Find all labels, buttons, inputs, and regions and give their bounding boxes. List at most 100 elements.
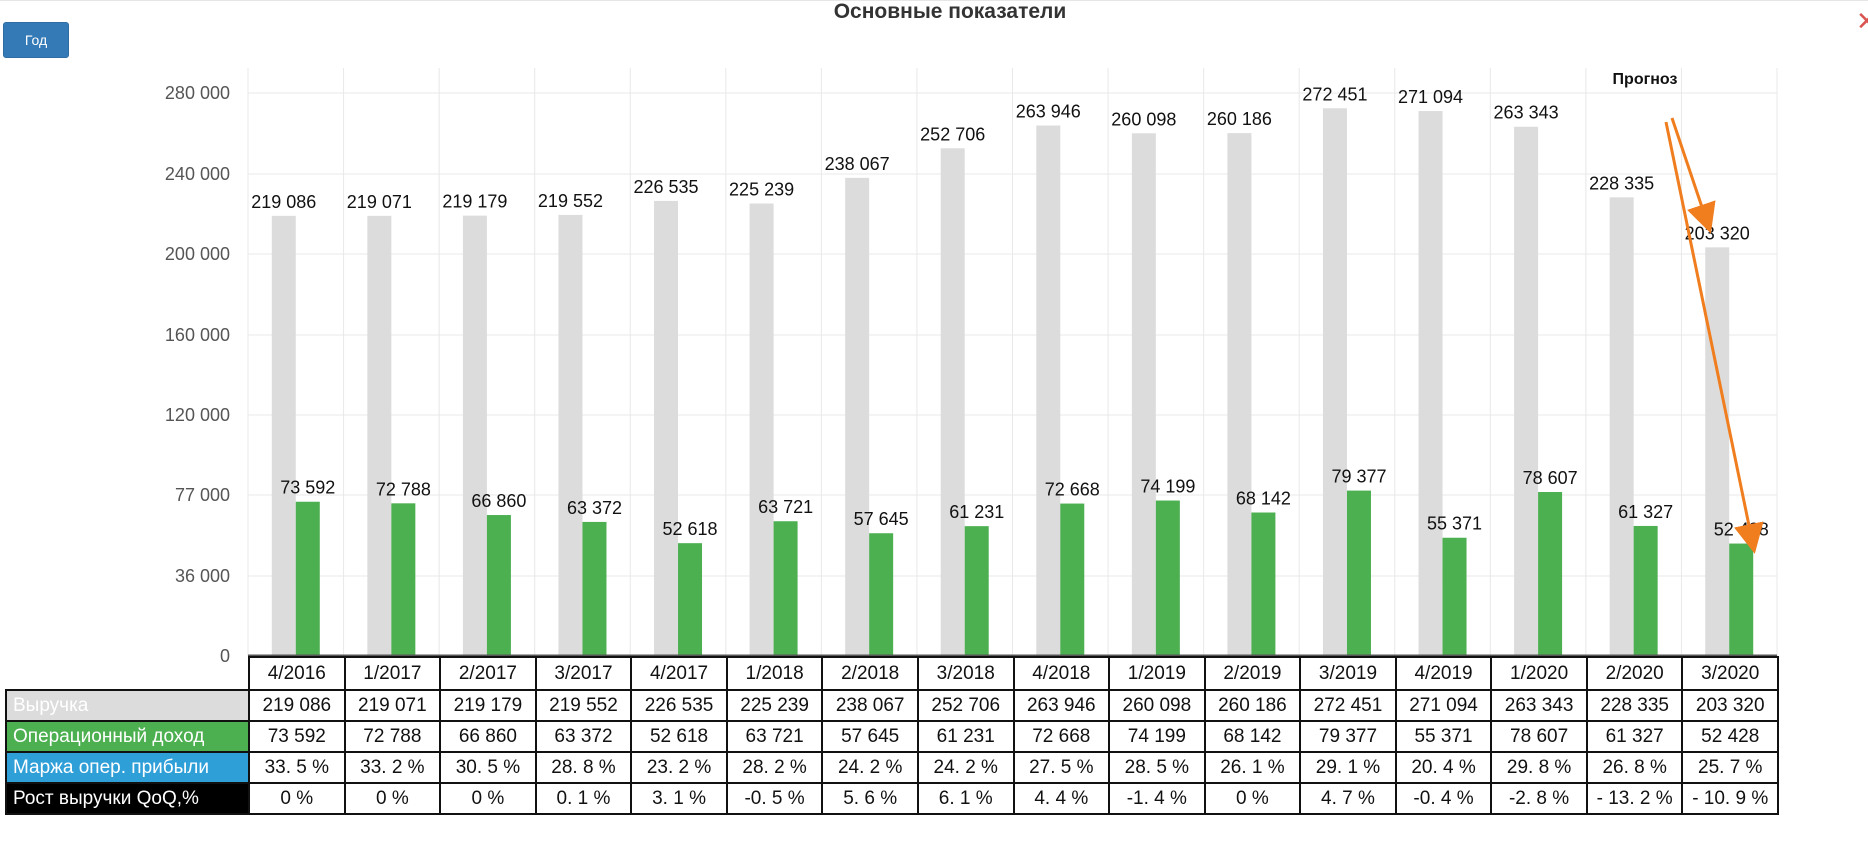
operating-income-data-label: 57 645 <box>854 509 909 529</box>
table-cell: 55 371 <box>1394 720 1493 753</box>
revenue-data-label: 203 320 <box>1685 223 1750 243</box>
table-cell: -0. 5 % <box>725 782 824 815</box>
table-cell: 26. 1 % <box>1203 751 1302 784</box>
table-cell: 0 % <box>439 782 537 815</box>
table-cell: 57 645 <box>821 720 919 753</box>
revenue-data-label: 263 343 <box>1494 103 1559 123</box>
table-cell: 74 199 <box>1108 720 1206 753</box>
revenue-bar <box>1036 125 1061 657</box>
table-cell: 28. 5 % <box>1108 751 1206 784</box>
revenue-bar <box>845 177 870 656</box>
operating-income-data-label: 66 860 <box>471 491 526 511</box>
table-cell: 33. 5 % <box>248 751 346 784</box>
row-label: Выручка <box>5 689 250 722</box>
revenue-data-label: 271 094 <box>1398 87 1463 107</box>
table-row-revenue-growth-qoq: Рост выручки QoQ,% 0 % 0 % 0 % 0. 1 % 3. 1 % -… <box>5 782 1779 815</box>
table-cell: 79 377 <box>1299 720 1397 753</box>
revenue-data-label: 260 186 <box>1207 109 1272 129</box>
operating-income-data-label: 61 231 <box>949 502 1004 522</box>
operating-income-data-label: 52 618 <box>663 519 718 539</box>
table-cell: 73 592 <box>248 720 346 753</box>
revenue-bar <box>367 215 392 656</box>
revenue-bar <box>462 215 487 656</box>
revenue-bar <box>1418 111 1443 656</box>
table-cell: 6. 1 % <box>916 782 1015 815</box>
table-cell: 4. 4 % <box>1012 782 1111 815</box>
table-cell: -1. 4 % <box>1108 782 1206 815</box>
table-cell: 30. 5 % <box>439 751 537 784</box>
table-cell: 72 788 <box>343 720 442 753</box>
revenue-bar <box>1322 108 1347 656</box>
table-cell: 29. 8 % <box>1490 751 1588 784</box>
table-cell: 219 071 <box>343 689 442 722</box>
revenue-bar <box>1131 133 1156 657</box>
x-category-label: 3/2017 <box>534 656 633 691</box>
table-cell: 219 086 <box>248 689 346 722</box>
revenue-data-label: 252 706 <box>920 124 985 144</box>
close-icon[interactable]: ✕ <box>1856 6 1868 36</box>
table-cell: 226 535 <box>630 689 728 722</box>
revenue-bar <box>1705 247 1730 657</box>
operating-income-data-label: 63 721 <box>758 497 813 517</box>
table-cell: 61 231 <box>916 720 1015 753</box>
operating-income-bar <box>391 503 416 656</box>
table-cell: 52 618 <box>630 720 728 753</box>
table-cell: 61 327 <box>1585 720 1684 753</box>
revenue-data-label: 263 946 <box>1016 102 1081 122</box>
table-cell: 3. 1 % <box>630 782 728 815</box>
forecast-arrow <box>1664 121 1764 554</box>
revenue-bar <box>558 214 583 656</box>
x-category-label: 3/2018 <box>916 656 1015 691</box>
operating-income-data-label: 78 607 <box>1523 468 1578 488</box>
x-category-label: 1/2018 <box>725 656 824 691</box>
revenue-data-label: 226 535 <box>633 177 698 197</box>
operating-income-bar <box>486 515 511 656</box>
revenue-data-label: 225 239 <box>729 180 794 200</box>
revenue-data-label: 219 071 <box>347 192 412 212</box>
table-cell: 52 428 <box>1681 720 1779 753</box>
operating-income-data-label: 52 428 <box>1714 520 1769 540</box>
revenue-bar <box>940 148 965 656</box>
x-category-label: 4/2017 <box>630 656 728 691</box>
operating-income-bar <box>1155 500 1180 656</box>
forecast-arrow <box>1670 117 1716 234</box>
row-label: Операционный доход <box>5 720 250 753</box>
table-cell: 78 607 <box>1490 720 1588 753</box>
table-cell: 0. 1 % <box>534 782 633 815</box>
table-cell: 260 098 <box>1108 689 1206 722</box>
chart-title: Основные показатели <box>833 0 1067 23</box>
revenue-data-label: 260 098 <box>1111 109 1176 129</box>
table-row-revenue: Выручка 219 086 219 071 219 179 219 552 226 5… <box>5 689 1779 722</box>
revenue-data-label: 228 335 <box>1589 173 1654 193</box>
revenue-data-label: 238 067 <box>825 154 890 174</box>
operating-income-data-label: 61 327 <box>1618 502 1673 522</box>
x-category-label: 4/2016 <box>248 656 346 691</box>
table-cell: - 10. 9 % <box>1681 782 1779 815</box>
operating-income-data-label: 73 592 <box>280 478 335 498</box>
table-cell: 27. 5 % <box>1012 751 1111 784</box>
table-cell: 63 721 <box>725 720 824 753</box>
y-tick-label: 160 000 <box>165 325 230 345</box>
table-cell: 28. 2 % <box>725 751 824 784</box>
operating-income-data-label: 72 788 <box>376 479 431 499</box>
revenue-bar <box>271 215 296 656</box>
table-cell: 66 860 <box>439 720 537 753</box>
x-category-label: 4/2019 <box>1394 656 1493 691</box>
x-category-label: 3/2020 <box>1681 656 1779 691</box>
table-cell: 24. 2 % <box>916 751 1015 784</box>
year-button[interactable]: Год <box>3 22 69 58</box>
table-cell: 5. 6 % <box>821 782 919 815</box>
table-corner <box>6 657 249 690</box>
operating-income-bar <box>869 533 894 656</box>
y-tick-label: 280 000 <box>165 83 230 103</box>
revenue-bar <box>1514 126 1539 657</box>
table-cell: 260 186 <box>1203 689 1302 722</box>
table-cell: 0 % <box>248 782 346 815</box>
table-cell: 33. 2 % <box>343 751 442 784</box>
operating-income-bar <box>1442 537 1467 656</box>
table-cell: 23. 2 % <box>630 751 728 784</box>
y-tick-label: 36 000 <box>175 566 230 586</box>
x-category-label: 2/2018 <box>821 656 919 691</box>
table-cell: 271 094 <box>1394 689 1493 722</box>
